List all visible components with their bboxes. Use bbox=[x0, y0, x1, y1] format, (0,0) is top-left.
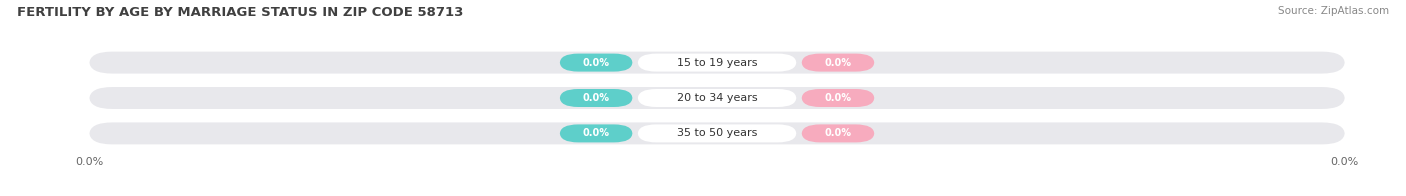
FancyBboxPatch shape bbox=[89, 52, 1344, 74]
Text: 20 to 34 years: 20 to 34 years bbox=[676, 93, 758, 103]
Text: Source: ZipAtlas.com: Source: ZipAtlas.com bbox=[1278, 6, 1389, 16]
Text: 0.0%: 0.0% bbox=[582, 58, 610, 68]
FancyBboxPatch shape bbox=[560, 54, 633, 72]
Text: 0.0%: 0.0% bbox=[824, 93, 852, 103]
FancyBboxPatch shape bbox=[638, 124, 796, 142]
FancyBboxPatch shape bbox=[801, 54, 875, 72]
Text: 0.0%: 0.0% bbox=[824, 58, 852, 68]
FancyBboxPatch shape bbox=[560, 89, 633, 107]
FancyBboxPatch shape bbox=[801, 89, 875, 107]
FancyBboxPatch shape bbox=[89, 87, 1344, 109]
FancyBboxPatch shape bbox=[638, 54, 796, 72]
Text: 0.0%: 0.0% bbox=[582, 93, 610, 103]
Text: 0.0%: 0.0% bbox=[582, 128, 610, 138]
FancyBboxPatch shape bbox=[801, 124, 875, 142]
FancyBboxPatch shape bbox=[89, 122, 1344, 144]
FancyBboxPatch shape bbox=[638, 89, 796, 107]
Text: FERTILITY BY AGE BY MARRIAGE STATUS IN ZIP CODE 58713: FERTILITY BY AGE BY MARRIAGE STATUS IN Z… bbox=[17, 6, 463, 19]
Text: 35 to 50 years: 35 to 50 years bbox=[676, 128, 758, 138]
FancyBboxPatch shape bbox=[560, 124, 633, 142]
Text: 0.0%: 0.0% bbox=[824, 128, 852, 138]
Text: 15 to 19 years: 15 to 19 years bbox=[676, 58, 758, 68]
